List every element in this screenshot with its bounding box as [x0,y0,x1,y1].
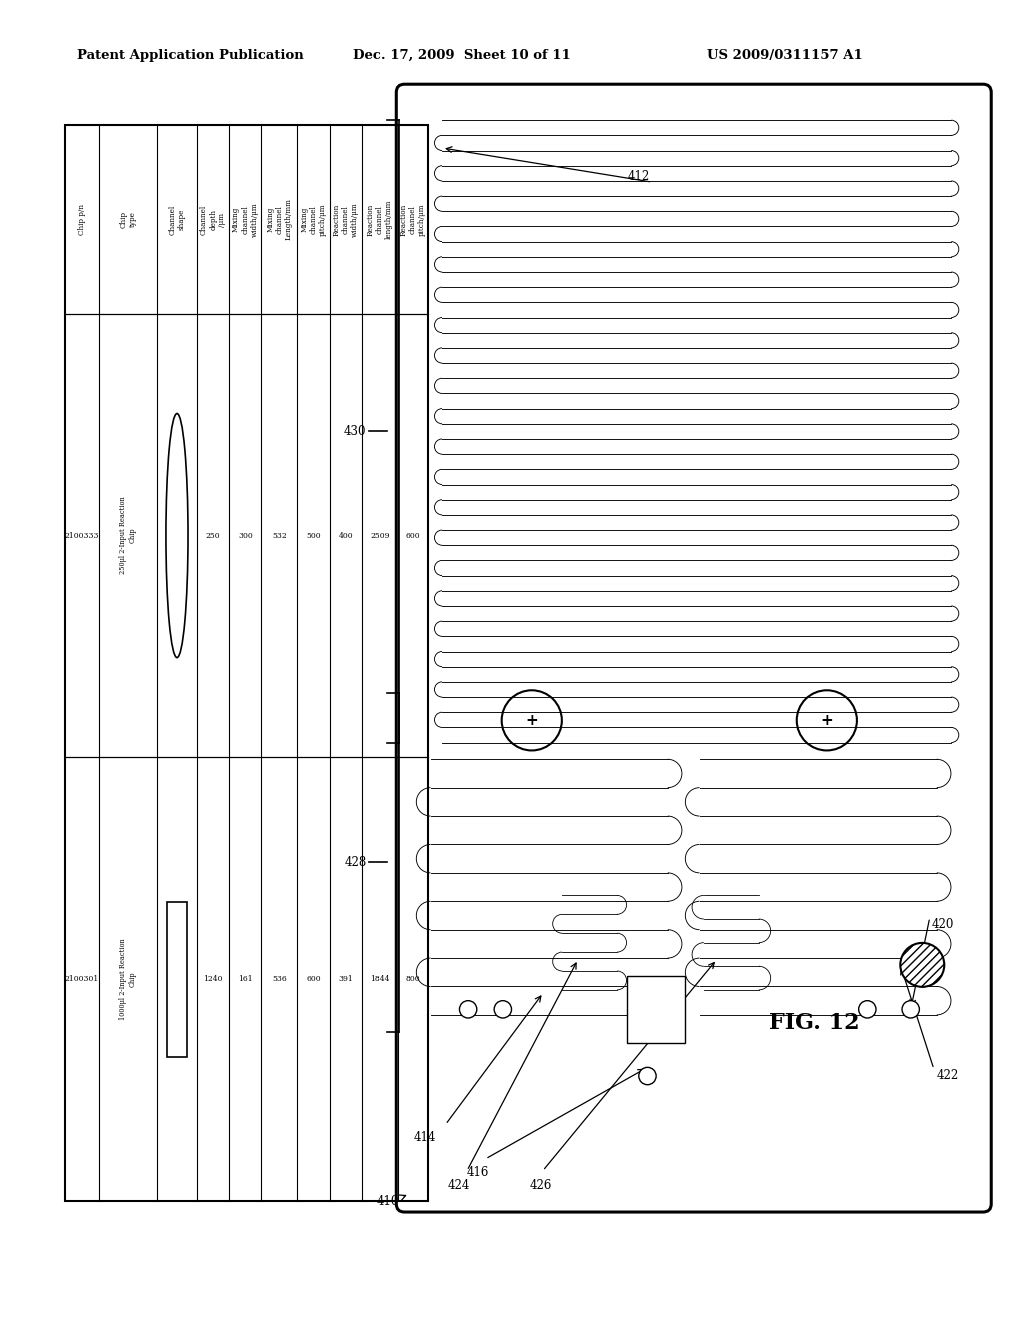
Text: Dec. 17, 2009  Sheet 10 of 11: Dec. 17, 2009 Sheet 10 of 11 [353,49,571,62]
Circle shape [900,942,944,987]
Circle shape [460,1001,477,1018]
Text: 416: 416 [467,1166,489,1179]
Text: 1000μl 2-Input Reaction
Chip: 1000μl 2-Input Reaction Chip [119,939,136,1020]
Text: 300: 300 [238,532,253,540]
Text: 536: 536 [272,975,287,983]
Text: 600: 600 [406,532,420,540]
Text: Reaction
channel
length/mm: Reaction channel length/mm [367,199,393,239]
Text: Channel
shape: Channel shape [168,205,185,235]
Text: US 2009/0311157 A1: US 2009/0311157 A1 [707,49,862,62]
Text: +: + [820,713,834,727]
Text: +: + [525,713,539,727]
Text: 410: 410 [377,1195,399,1208]
Text: Mixing
channel
pitch/μm: Mixing channel pitch/μm [300,203,327,236]
Circle shape [495,1001,512,1018]
Text: 1844: 1844 [370,975,389,983]
Text: 412: 412 [628,170,650,183]
Text: Channel
depth
/μm: Channel depth /μm [200,205,226,235]
Text: 1240: 1240 [204,975,223,983]
Text: 400: 400 [338,532,353,540]
Text: 420: 420 [932,917,954,931]
Text: 250: 250 [206,532,220,540]
Text: Reaction
channel
width/μm: Reaction channel width/μm [333,202,358,236]
Text: 430: 430 [344,425,367,438]
Text: 800: 800 [406,975,420,983]
Text: 2100333: 2100333 [65,532,99,540]
Bar [65,125,428,1201]
Bar [628,975,685,1043]
Text: Chip p/n: Chip p/n [78,205,86,235]
Text: 500: 500 [306,532,321,540]
Circle shape [639,1068,656,1085]
Text: FIG. 12: FIG. 12 [769,1012,859,1034]
Text: Reaction
channel
pitch/μm: Reaction channel pitch/μm [399,203,426,236]
Text: 426: 426 [529,1179,552,1192]
Text: 414: 414 [414,1131,436,1144]
Circle shape [902,1001,920,1018]
Text: Chip
type: Chip type [119,211,136,228]
Text: Patent Application Publication: Patent Application Publication [77,49,303,62]
Text: 2100301: 2100301 [65,975,98,983]
Text: Mixing
channel
width/μm: Mixing channel width/μm [232,202,258,236]
Text: 422: 422 [937,1069,959,1082]
Text: 428: 428 [344,855,367,869]
Text: 600: 600 [306,975,321,983]
Text: 532: 532 [272,532,287,540]
Text: 250μl 2-Input Reaction
Chip: 250μl 2-Input Reaction Chip [119,496,136,574]
Text: 2509: 2509 [370,532,389,540]
Text: 424: 424 [447,1179,470,1192]
Text: 391: 391 [338,975,353,983]
Text: 161: 161 [238,975,253,983]
FancyBboxPatch shape [396,84,991,1212]
Circle shape [859,1001,876,1018]
Bar [167,902,187,1057]
Text: Mixing
channel
Length/mm: Mixing channel Length/mm [266,198,293,240]
